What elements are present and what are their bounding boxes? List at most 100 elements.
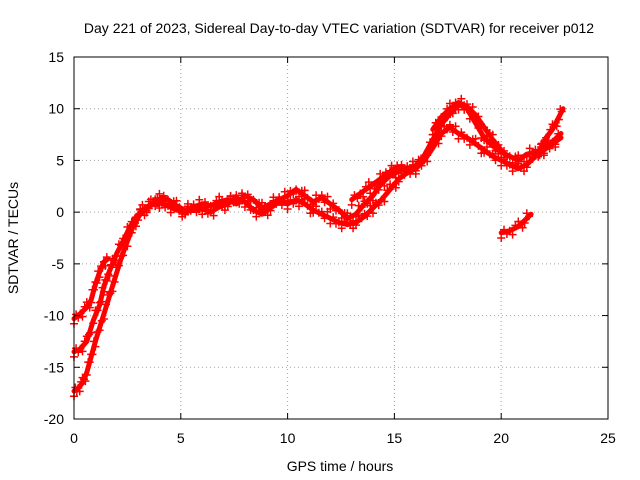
data-point bbox=[545, 144, 554, 153]
data-point bbox=[480, 123, 489, 132]
data-point bbox=[474, 112, 483, 121]
chart-title: Day 221 of 2023, Sidereal Day-to-day VTE… bbox=[84, 20, 594, 36]
data-point bbox=[373, 179, 382, 188]
series-layer bbox=[70, 94, 566, 401]
data-point bbox=[121, 237, 130, 246]
data-point bbox=[379, 173, 387, 181]
markers-track-e bbox=[428, 94, 503, 156]
data-point bbox=[142, 206, 151, 215]
tick-layer: 0 5 10 15 20 25 -20 -15 -10 -5 0 5 10 15 bbox=[44, 49, 616, 446]
x-tick-label: 20 bbox=[493, 430, 509, 446]
data-point bbox=[80, 337, 89, 346]
x-tick-label: 10 bbox=[280, 430, 296, 446]
data-point bbox=[159, 191, 168, 200]
data-point bbox=[149, 197, 157, 206]
data-point bbox=[153, 194, 162, 202]
data-point bbox=[215, 197, 224, 206]
data-point bbox=[497, 234, 506, 242]
data-point bbox=[99, 287, 108, 296]
data-point bbox=[89, 337, 98, 346]
data-point bbox=[151, 202, 160, 211]
data-point bbox=[434, 139, 443, 148]
data-point bbox=[80, 375, 88, 384]
data-point bbox=[374, 185, 383, 194]
data-point bbox=[292, 185, 301, 194]
data-point bbox=[347, 200, 356, 209]
data-point bbox=[408, 160, 417, 169]
y-tick-label: -5 bbox=[52, 256, 65, 272]
data-point bbox=[525, 212, 533, 221]
data-point bbox=[317, 191, 326, 200]
data-point bbox=[110, 278, 119, 286]
data-point bbox=[75, 387, 84, 396]
data-point bbox=[366, 189, 375, 198]
data-point bbox=[448, 128, 457, 136]
data-point bbox=[334, 206, 343, 215]
data-point bbox=[87, 298, 96, 307]
data-point bbox=[235, 197, 244, 206]
data-point bbox=[346, 219, 355, 228]
data-point bbox=[508, 167, 517, 176]
data-point bbox=[114, 261, 123, 270]
data-point bbox=[181, 210, 190, 219]
data-point bbox=[334, 218, 343, 227]
data-point bbox=[437, 132, 446, 141]
data-point bbox=[78, 347, 87, 356]
data-point bbox=[238, 191, 246, 200]
data-point bbox=[283, 205, 292, 213]
data-point bbox=[434, 119, 443, 128]
y-tick-label: -15 bbox=[44, 359, 64, 375]
data-point bbox=[300, 194, 309, 203]
data-point bbox=[102, 276, 111, 285]
y-tick-label: 0 bbox=[56, 204, 64, 220]
data-point bbox=[93, 306, 102, 315]
data-point bbox=[320, 198, 329, 207]
data-point bbox=[445, 120, 454, 129]
data-point bbox=[323, 207, 332, 216]
data-point bbox=[320, 214, 329, 223]
data-point bbox=[352, 221, 360, 230]
x-tick-label: 5 bbox=[177, 430, 185, 446]
x-tick-label: 15 bbox=[387, 430, 403, 446]
data-point bbox=[127, 228, 136, 237]
data-point bbox=[551, 143, 560, 151]
data-point bbox=[312, 202, 321, 211]
data-point bbox=[85, 358, 94, 367]
data-point bbox=[443, 125, 452, 134]
data-point bbox=[353, 194, 362, 203]
data-point bbox=[80, 302, 89, 311]
data-point bbox=[463, 133, 471, 142]
data-point bbox=[243, 198, 252, 206]
data-point bbox=[95, 273, 104, 282]
data-point bbox=[554, 133, 563, 142]
data-point bbox=[158, 197, 167, 206]
y-tick-label: 15 bbox=[48, 49, 64, 65]
data-point bbox=[380, 181, 389, 190]
data-point bbox=[471, 134, 480, 143]
data-point bbox=[426, 145, 434, 154]
data-point bbox=[357, 203, 366, 212]
data-point bbox=[366, 201, 375, 210]
data-point bbox=[272, 199, 281, 208]
data-point bbox=[240, 203, 249, 211]
data-point bbox=[491, 156, 500, 165]
data-point bbox=[428, 130, 437, 139]
data-point bbox=[457, 94, 466, 103]
y-tick-label: 10 bbox=[48, 101, 64, 117]
data-point bbox=[488, 130, 497, 139]
data-point bbox=[300, 186, 309, 195]
data-point bbox=[357, 214, 366, 223]
data-point bbox=[263, 211, 272, 220]
data-point bbox=[243, 190, 252, 199]
data-point bbox=[131, 222, 140, 231]
data-point bbox=[252, 212, 261, 221]
plot-frame bbox=[73, 56, 609, 420]
data-point bbox=[522, 163, 531, 172]
data-point bbox=[95, 326, 104, 335]
data-point bbox=[97, 297, 106, 306]
data-point bbox=[140, 211, 149, 220]
data-point bbox=[491, 139, 500, 148]
data-point bbox=[400, 170, 409, 179]
